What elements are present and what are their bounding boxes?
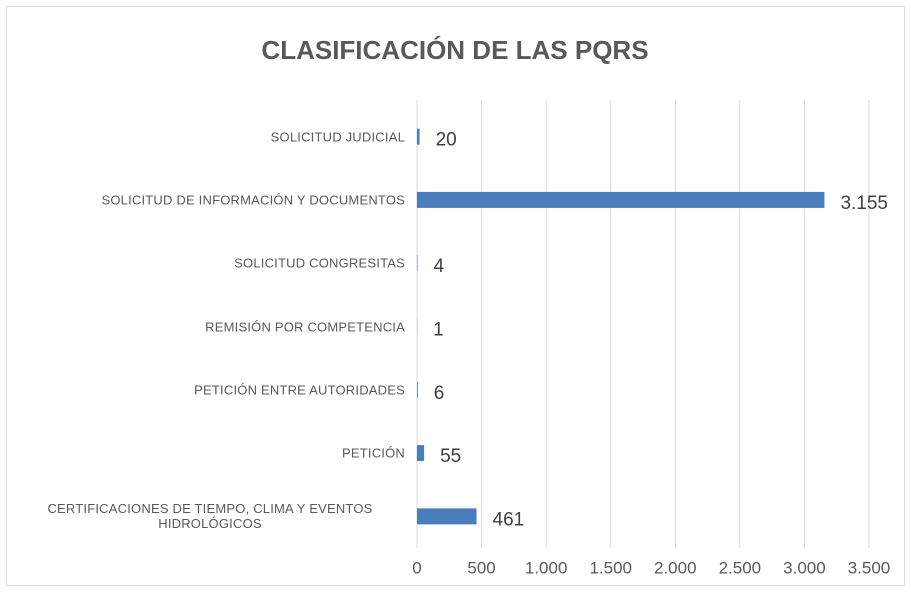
category-text: SOLICITUD CONGRESITAS [234,255,405,271]
y-tick-label: SOLICITUD JUDICIAL [15,129,405,144]
x-tick-label: 500 [467,558,495,577]
chart-border [6,6,905,586]
x-tick-label: 2.000 [654,558,697,577]
x-tick-label: 3.500 [848,558,891,577]
y-tick-label: SOLICITUD CONGRESITAS [15,256,405,271]
x-tick-label: 0 [412,558,421,577]
bar [417,255,418,272]
y-tick-label: CERTIFICACIONES DE TIEMPO, CLIMA Y EVENT… [15,501,405,531]
category-text: REMISIÓN POR COMPETENCIA [205,319,405,334]
category-text: PETICIÓN [342,445,405,461]
data-label: 6 [434,383,445,404]
y-tick-label: PETICIÓN ENTRE AUTORIDADES [15,382,405,397]
category-text: PETICIÓN ENTRE AUTORIDADES [194,382,405,398]
data-label: 461 [493,509,525,530]
y-tick-label: SOLICITUD DE INFORMACIÓN Y DOCUMENTOS [15,192,405,207]
x-tick-label: 2.500 [719,558,762,577]
chart-title: CLASIFICACIÓN DE LAS PQRS [261,35,648,65]
bar [417,508,477,525]
bar [417,445,425,462]
bar [417,191,825,208]
category-text: SOLICITUD JUDICIAL [270,129,405,145]
bar [417,381,418,398]
category-text: SOLICITUD DE INFORMACIÓN Y DOCUMENTOS [101,192,405,208]
data-label: 3.155 [840,193,888,214]
x-tick-label: 1.000 [525,558,568,577]
bar [417,128,420,145]
x-tick-label: 1.500 [589,558,632,577]
x-tick-label: 3.000 [783,558,826,577]
data-label: 4 [434,256,445,277]
data-label: 1 [433,320,444,341]
y-tick-label: PETICIÓN [15,446,405,461]
category-text: CERTIFICACIONES DE TIEMPO, CLIMA Y EVENT… [47,501,373,532]
data-label: 55 [440,446,461,467]
data-label: 20 [436,130,457,151]
y-tick-label: REMISIÓN POR COMPETENCIA [15,319,405,334]
